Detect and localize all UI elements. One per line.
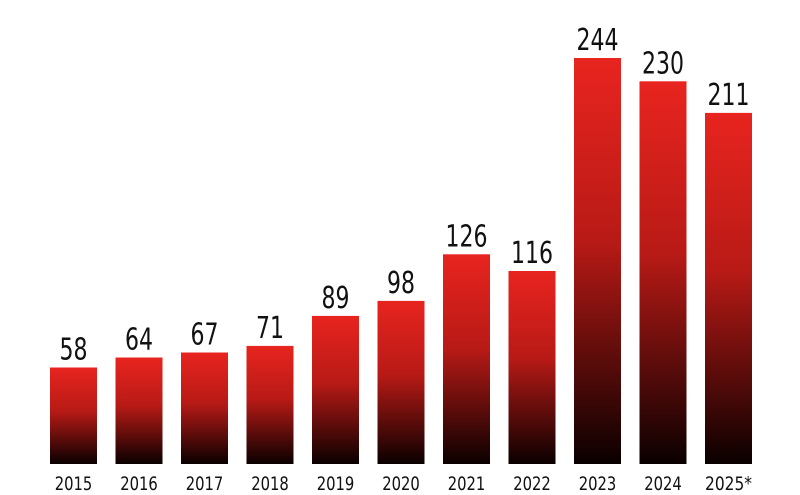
value-label-2015: 58 bbox=[60, 333, 88, 368]
bar-2024 bbox=[639, 81, 687, 465]
bar-2022 bbox=[508, 271, 556, 464]
x-axis-tick-labels: 2015 2016 2017 2018 2019 2020 2021 2022 2023 2024… bbox=[55, 473, 752, 495]
value-label-2018: 71 bbox=[256, 311, 284, 346]
bar-2019 bbox=[312, 315, 359, 464]
value-labels-group: 58 64 67 71 89 98 126 116 244 230 211 bbox=[60, 23, 750, 368]
x-tick-label-2018: 2018 bbox=[251, 473, 289, 495]
value-label-2021: 126 bbox=[446, 219, 488, 254]
bars-group bbox=[50, 58, 752, 465]
value-label-2017: 67 bbox=[191, 318, 219, 353]
bar-2015 bbox=[50, 367, 97, 464]
bar-2021 bbox=[443, 254, 490, 464]
value-label-2024: 230 bbox=[642, 46, 684, 81]
value-label-2019: 89 bbox=[322, 281, 350, 316]
value-label-2025*: 211 bbox=[708, 78, 750, 113]
x-tick-label-2024: 2024 bbox=[644, 473, 682, 495]
x-tick-label-2022: 2022 bbox=[513, 473, 551, 495]
x-tick-label-2015: 2015 bbox=[55, 473, 93, 495]
bar-2025* bbox=[705, 112, 752, 465]
bar-2023 bbox=[574, 58, 621, 464]
x-tick-label-2023: 2023 bbox=[579, 473, 617, 495]
bar-2020 bbox=[377, 300, 425, 464]
x-tick-label-2017: 2017 bbox=[186, 473, 224, 495]
x-tick-label-2025*: 2025* bbox=[705, 473, 752, 495]
x-tick-label-2016: 2016 bbox=[120, 473, 158, 495]
value-label-2020: 98 bbox=[387, 266, 415, 301]
value-label-2016: 64 bbox=[125, 323, 153, 358]
x-tick-label-2020: 2020 bbox=[382, 473, 420, 495]
x-tick-label-2019: 2019 bbox=[317, 473, 355, 495]
x-tick-label-2021: 2021 bbox=[448, 473, 486, 495]
bar-2018 bbox=[246, 345, 294, 464]
bar-2017 bbox=[181, 352, 228, 464]
value-label-2022: 116 bbox=[511, 236, 553, 271]
bar-2016 bbox=[115, 357, 163, 464]
value-label-2023: 244 bbox=[577, 23, 619, 58]
